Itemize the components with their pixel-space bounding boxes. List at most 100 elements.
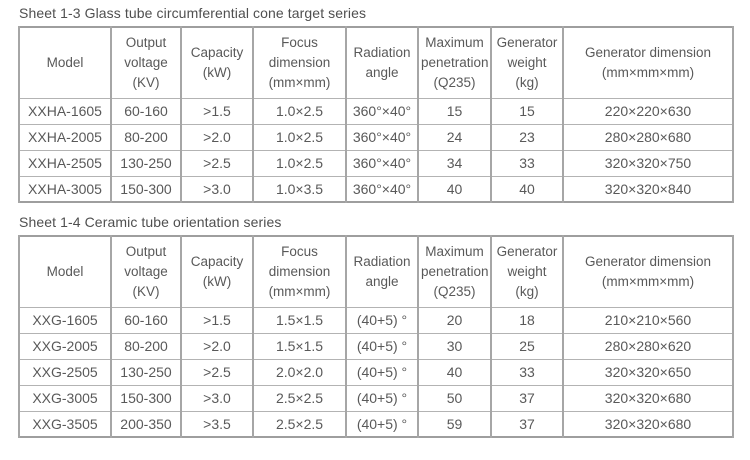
col-header-focus-dimension: Focus dimension (mm×mm) (252, 26, 347, 99)
table-row: XXHA-2005 80-200 >2.0 1.0×2.5 360°×40° 2… (18, 123, 734, 151)
cell-capacity: >3.0 (180, 175, 254, 203)
table-row: XXG-3005 150-300 >3.0 2.5×2.5 (40+5) ° 5… (18, 384, 734, 412)
cell-generator-weight: 33 (490, 358, 564, 386)
cell-generator-dimension: 320×320×750 (562, 149, 734, 177)
cell-generator-weight: 33 (490, 149, 564, 177)
table-row: XXG-1605 60-160 >1.5 1.5×1.5 (40+5) ° 20… (18, 306, 734, 334)
cell-capacity: >2.0 (180, 123, 254, 151)
col-header-output-voltage: Output voltage (KV) (110, 235, 182, 308)
cell-capacity: >1.5 (180, 97, 254, 125)
col-header-generator-weight: Generator weight (kg) (490, 26, 564, 99)
cell-radiation-angle: (40+5) ° (345, 332, 419, 360)
cell-focus-dimension: 1.0×2.5 (252, 149, 347, 177)
glass-tube-section: Sheet 1-3 Glass tube circumferential con… (18, 5, 750, 203)
cell-model: XXHA-2005 (18, 123, 112, 151)
cell-generator-dimension: 210×210×560 (562, 306, 734, 334)
cell-maximum-penetration: 24 (417, 123, 492, 151)
cell-capacity: >2.5 (180, 149, 254, 177)
col-header-generator-dimension: Generator dimension (mm×mm×mm) (562, 235, 734, 308)
ceramic-tube-section: Sheet 1-4 Ceramic tube orientation serie… (18, 214, 750, 438)
cell-maximum-penetration: 15 (417, 97, 492, 125)
cell-radiation-angle: (40+5) ° (345, 358, 419, 386)
cell-radiation-angle: (40+5) ° (345, 410, 419, 438)
cell-radiation-angle: 360°×40° (345, 123, 419, 151)
cell-generator-weight: 25 (490, 332, 564, 360)
cell-output-voltage: 80-200 (110, 123, 182, 151)
cell-generator-dimension: 320×320×680 (562, 410, 734, 438)
cell-model: XXG-3505 (18, 410, 112, 438)
cell-output-voltage: 60-160 (110, 97, 182, 125)
sheet-1-3-title: Sheet 1-3 Glass tube circumferential con… (19, 5, 367, 21)
cell-radiation-angle: 360°×40° (345, 97, 419, 125)
glass-tube-spec-table: Model Output voltage (KV) Capacity (kW) … (18, 26, 734, 203)
cell-maximum-penetration: 40 (417, 175, 492, 203)
cell-focus-dimension: 1.0×3.5 (252, 175, 347, 203)
cell-capacity: >2.0 (180, 332, 254, 360)
cell-focus-dimension: 2.0×2.0 (252, 358, 347, 386)
col-header-radiation-angle: Radiation angle (345, 235, 419, 308)
col-header-capacity: Capacity (kW) (180, 235, 254, 308)
cell-model: XXG-3005 (18, 384, 112, 412)
table-row: XXHA-1605 60-160 >1.5 1.0×2.5 360°×40° 1… (18, 97, 734, 125)
cell-output-voltage: 200-350 (110, 410, 182, 438)
cell-radiation-angle: (40+5) ° (345, 306, 419, 334)
ceramic-tube-spec-table: Model Output voltage (KV) Capacity (kW) … (18, 235, 734, 438)
cell-generator-weight: 37 (490, 384, 564, 412)
cell-radiation-angle: (40+5) ° (345, 384, 419, 412)
cell-output-voltage: 60-160 (110, 306, 182, 334)
table-row: XXHA-2505 130-250 >2.5 1.0×2.5 360°×40° … (18, 149, 734, 177)
cell-generator-weight: 23 (490, 123, 564, 151)
cell-focus-dimension: 1.5×1.5 (252, 306, 347, 334)
cell-generator-dimension: 320×320×650 (562, 358, 734, 386)
cell-generator-dimension: 320×320×680 (562, 384, 734, 412)
cell-focus-dimension: 2.5×2.5 (252, 410, 347, 438)
cell-maximum-penetration: 59 (417, 410, 492, 438)
col-header-radiation-angle: Radiation angle (345, 26, 419, 99)
cell-focus-dimension: 1.5×1.5 (252, 332, 347, 360)
cell-generator-weight: 18 (490, 306, 564, 334)
cell-radiation-angle: 360°×40° (345, 149, 419, 177)
cell-maximum-penetration: 20 (417, 306, 492, 334)
cell-model: XXG-1605 (18, 306, 112, 334)
cell-maximum-penetration: 50 (417, 384, 492, 412)
cell-generator-weight: 37 (490, 410, 564, 438)
cell-generator-dimension: 220×220×630 (562, 97, 734, 125)
cell-model: XXG-2005 (18, 332, 112, 360)
cell-capacity: >1.5 (180, 306, 254, 334)
col-header-maximum-penetration: Maximum penetration (Q235) (417, 26, 492, 99)
col-header-generator-weight: Generator weight (kg) (490, 235, 564, 308)
cell-generator-dimension: 280×280×680 (562, 123, 734, 151)
header-row: Model Output voltage (KV) Capacity (kW) … (18, 26, 734, 99)
cell-output-voltage: 150-300 (110, 384, 182, 412)
col-header-model: Model (18, 26, 112, 99)
cell-output-voltage: 150-300 (110, 175, 182, 203)
col-header-maximum-penetration: Maximum penetration (Q235) (417, 235, 492, 308)
cell-maximum-penetration: 34 (417, 149, 492, 177)
cell-model: XXG-2505 (18, 358, 112, 386)
cell-model: XXHA-1605 (18, 97, 112, 125)
cell-generator-weight: 40 (490, 175, 564, 203)
cell-capacity: >3.0 (180, 384, 254, 412)
cell-generator-dimension: 280×280×620 (562, 332, 734, 360)
header-row: Model Output voltage (KV) Capacity (kW) … (18, 235, 734, 308)
cell-output-voltage: 130-250 (110, 358, 182, 386)
table-row: XXHA-3005 150-300 >3.0 1.0×3.5 360°×40° … (18, 175, 734, 203)
cell-output-voltage: 130-250 (110, 149, 182, 177)
cell-capacity: >2.5 (180, 358, 254, 386)
col-header-capacity: Capacity (kW) (180, 26, 254, 99)
cell-focus-dimension: 2.5×2.5 (252, 384, 347, 412)
col-header-output-voltage: Output voltage (KV) (110, 26, 182, 99)
cell-model: XXHA-2505 (18, 149, 112, 177)
table-row: XXG-3505 200-350 >3.5 2.5×2.5 (40+5) ° 5… (18, 410, 734, 438)
cell-output-voltage: 80-200 (110, 332, 182, 360)
cell-generator-dimension: 320×320×840 (562, 175, 734, 203)
cell-model: XXHA-3005 (18, 175, 112, 203)
col-header-model: Model (18, 235, 112, 308)
cell-capacity: >3.5 (180, 410, 254, 438)
cell-generator-weight: 15 (490, 97, 564, 125)
cell-focus-dimension: 1.0×2.5 (252, 97, 347, 125)
cell-maximum-penetration: 40 (417, 358, 492, 386)
col-header-generator-dimension: Generator dimension (mm×mm×mm) (562, 26, 734, 99)
cell-radiation-angle: 360°×40° (345, 175, 419, 203)
